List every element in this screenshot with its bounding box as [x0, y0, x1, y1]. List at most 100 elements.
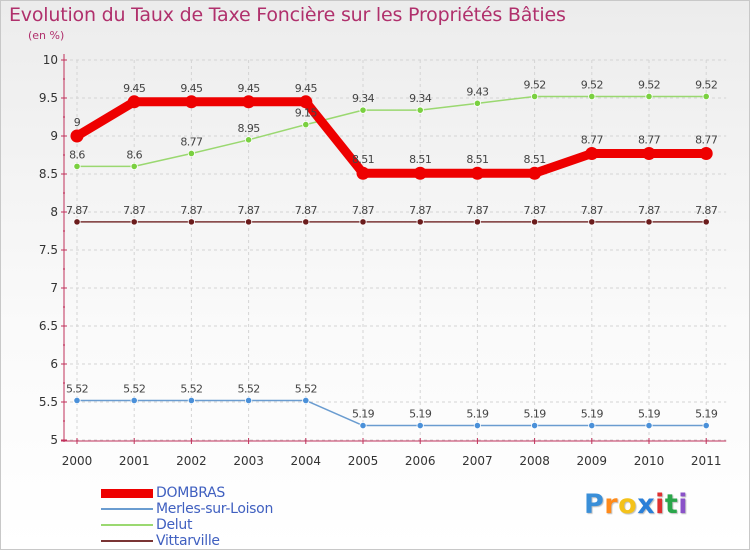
y-tick-label: 8 — [50, 205, 58, 219]
data-label: 8.77 — [581, 133, 604, 146]
legend-label: Delut — [156, 517, 193, 533]
logo-letter: o — [618, 489, 638, 520]
data-label: 5.52 — [180, 382, 202, 395]
data-point — [73, 396, 81, 405]
data-label: 9.52 — [638, 78, 660, 91]
legend-swatch — [101, 540, 153, 542]
data-point — [645, 218, 653, 226]
data-label: 8.77 — [180, 135, 203, 148]
data-point — [73, 162, 81, 170]
data-label: 5.52 — [123, 382, 145, 395]
data-point — [130, 218, 138, 226]
data-point — [130, 162, 138, 170]
x-tick-label: 2001 — [119, 454, 150, 468]
data-label: 9.15 — [295, 107, 318, 120]
data-point — [127, 95, 141, 109]
logo-letter: P — [584, 489, 605, 520]
legend-label: Vittarville — [156, 533, 220, 549]
series-lines — [70, 92, 713, 430]
data-label: 7.87 — [409, 204, 432, 217]
x-tick-label: 2003 — [233, 454, 264, 468]
series-line-delut — [76, 95, 707, 168]
data-label: 5.52 — [295, 382, 317, 395]
data-point — [302, 218, 310, 226]
data-label: 5.19 — [524, 408, 547, 421]
data-label: 9.43 — [466, 85, 489, 98]
data-label: 9.34 — [352, 92, 375, 105]
data-labels: 7.87 7.87 7.87 7.87 7.87 7.87 7.87 7.87 7.87 7.87… — [66, 78, 718, 420]
x-tick-label: 2002 — [176, 454, 207, 468]
y-tick-label: 5 — [50, 433, 58, 447]
data-point — [73, 218, 81, 226]
logo-letter: r — [604, 489, 619, 520]
data-point — [588, 421, 596, 430]
x-tick-label: 2008 — [519, 454, 550, 468]
x-tick-label: 2009 — [577, 454, 608, 468]
data-label: 5.52 — [238, 382, 260, 395]
data-point — [70, 129, 84, 143]
data-point — [416, 421, 424, 430]
data-point — [642, 146, 656, 160]
data-point — [356, 166, 370, 180]
data-point — [588, 92, 596, 101]
data-label: 9.45 — [238, 82, 261, 95]
data-point — [530, 421, 539, 430]
data-point — [588, 218, 596, 226]
data-point — [702, 421, 710, 430]
data-point — [245, 218, 253, 226]
y-tick-label: 7.5 — [39, 243, 58, 257]
data-point — [130, 396, 138, 405]
y-tick-label: 7 — [50, 281, 58, 295]
data-label: 9 — [74, 116, 81, 129]
legend-label: DOMBRAS — [156, 485, 226, 501]
data-point — [416, 218, 424, 226]
data-label: 7.87 — [581, 204, 604, 217]
data-point — [645, 92, 653, 101]
data-label: 5.19 — [638, 408, 661, 421]
data-label: 8.51 — [352, 153, 374, 166]
line-chart: 5 5.5 6 6.5 7 7.5 8 8.5 9 9.5 10 2000 2001 2002 2003 20… — [39, 53, 727, 468]
data-label: 5.19 — [581, 408, 604, 421]
data-point — [530, 92, 539, 101]
data-label: 5.19 — [352, 408, 375, 421]
data-label: 7.87 — [352, 204, 375, 217]
data-point — [187, 149, 195, 158]
data-point — [413, 166, 427, 180]
data-point — [702, 92, 710, 101]
data-point — [528, 166, 542, 180]
data-label: 9.45 — [295, 82, 318, 95]
gridlines — [64, 59, 727, 442]
series-line-merles-sur-loison — [76, 399, 707, 427]
data-label: 5.52 — [66, 382, 88, 395]
logo-letter: i — [655, 489, 665, 520]
data-label: 9.52 — [581, 78, 603, 91]
data-point — [245, 136, 253, 144]
x-tick-label: 2000 — [62, 454, 93, 468]
data-label: 8.51 — [524, 153, 546, 166]
data-label: 9.52 — [524, 78, 546, 91]
data-point — [473, 421, 481, 430]
data-label: 7.87 — [466, 204, 489, 217]
data-label: 9.45 — [180, 82, 203, 95]
data-label: 7.87 — [66, 204, 89, 217]
data-label: 9.52 — [695, 78, 717, 91]
data-point — [473, 99, 481, 107]
data-point — [302, 396, 310, 405]
logo-letter: t — [664, 489, 679, 520]
data-point — [299, 95, 313, 109]
data-label: 8.77 — [695, 133, 718, 146]
chart-title: Evolution du Taux de Taxe Foncière sur l… — [9, 4, 566, 26]
data-label: 7.87 — [238, 204, 261, 217]
data-point — [245, 396, 253, 405]
data-label: 8.51 — [409, 153, 431, 166]
data-label: 8.6 — [69, 148, 85, 161]
y-tick-label: 6 — [50, 357, 58, 371]
data-label: 5.19 — [695, 408, 718, 421]
y-tick-label: 9 — [50, 129, 58, 143]
data-label: 7.87 — [638, 204, 661, 217]
data-label: 7.87 — [123, 204, 146, 217]
data-label: 8.95 — [238, 122, 261, 135]
legend-swatch — [101, 488, 153, 498]
data-point — [470, 166, 484, 180]
data-point — [699, 146, 713, 160]
